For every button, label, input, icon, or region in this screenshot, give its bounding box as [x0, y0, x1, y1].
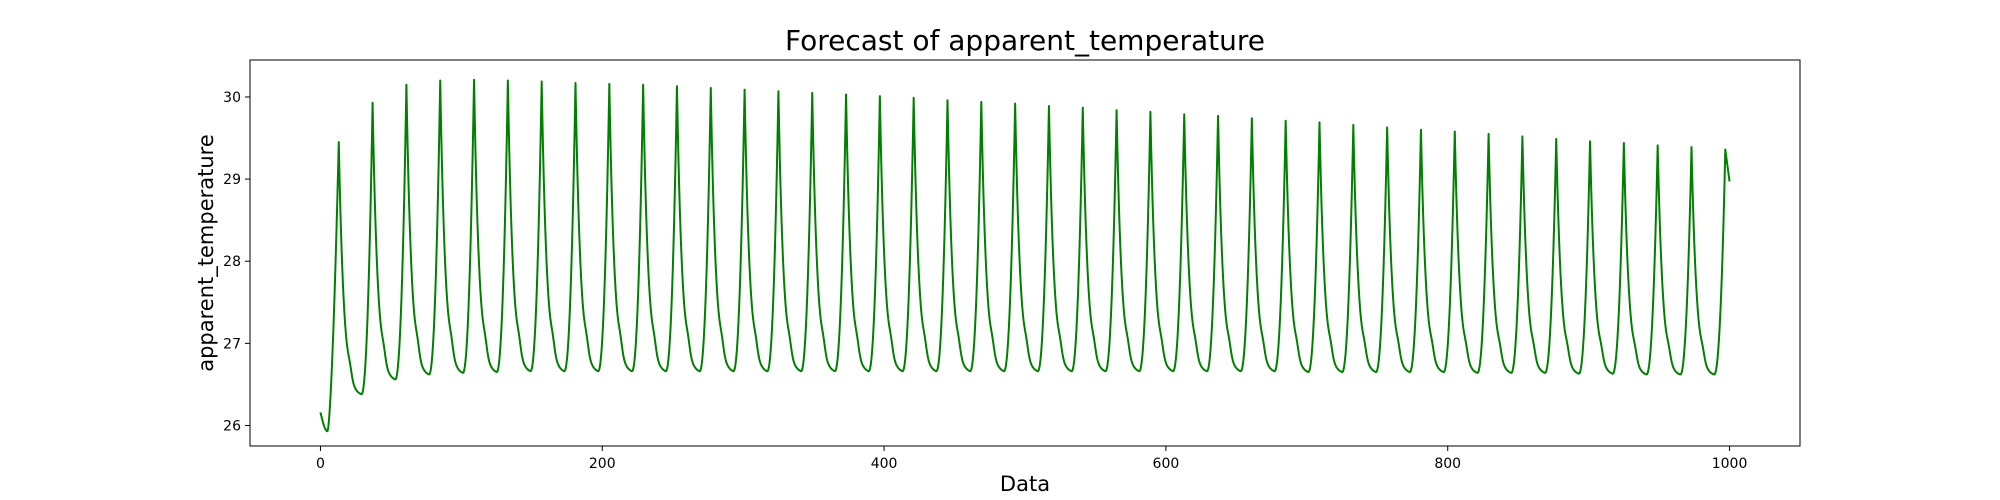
x-tick-label: 600 — [1153, 456, 1180, 472]
y-tick-label: 30 — [223, 90, 241, 106]
x-tick-label: 800 — [1434, 456, 1461, 472]
x-axis-ticks: 0 200 400 600 800 1000 — [316, 446, 1747, 472]
y-axis-ticks: 26 27 28 29 30 — [223, 90, 250, 434]
y-tick-label: 26 — [223, 418, 241, 434]
plot-area — [250, 60, 1800, 446]
plot-frame — [249, 59, 1801, 447]
chart-title: Forecast of apparent_temperature — [785, 24, 1265, 57]
x-tick-label: 0 — [316, 456, 325, 472]
y-tick-label: 27 — [223, 336, 241, 352]
y-axis-label: apparent_temperature — [194, 134, 219, 372]
x-axis-label: Data — [1000, 472, 1050, 496]
x-tick-label: 400 — [871, 456, 898, 472]
y-tick-label: 28 — [223, 254, 241, 270]
x-tick-label: 1000 — [1712, 456, 1748, 472]
series-line — [319, 78, 1731, 433]
y-tick-label: 29 — [223, 172, 241, 188]
x-tick-label: 200 — [589, 456, 616, 472]
